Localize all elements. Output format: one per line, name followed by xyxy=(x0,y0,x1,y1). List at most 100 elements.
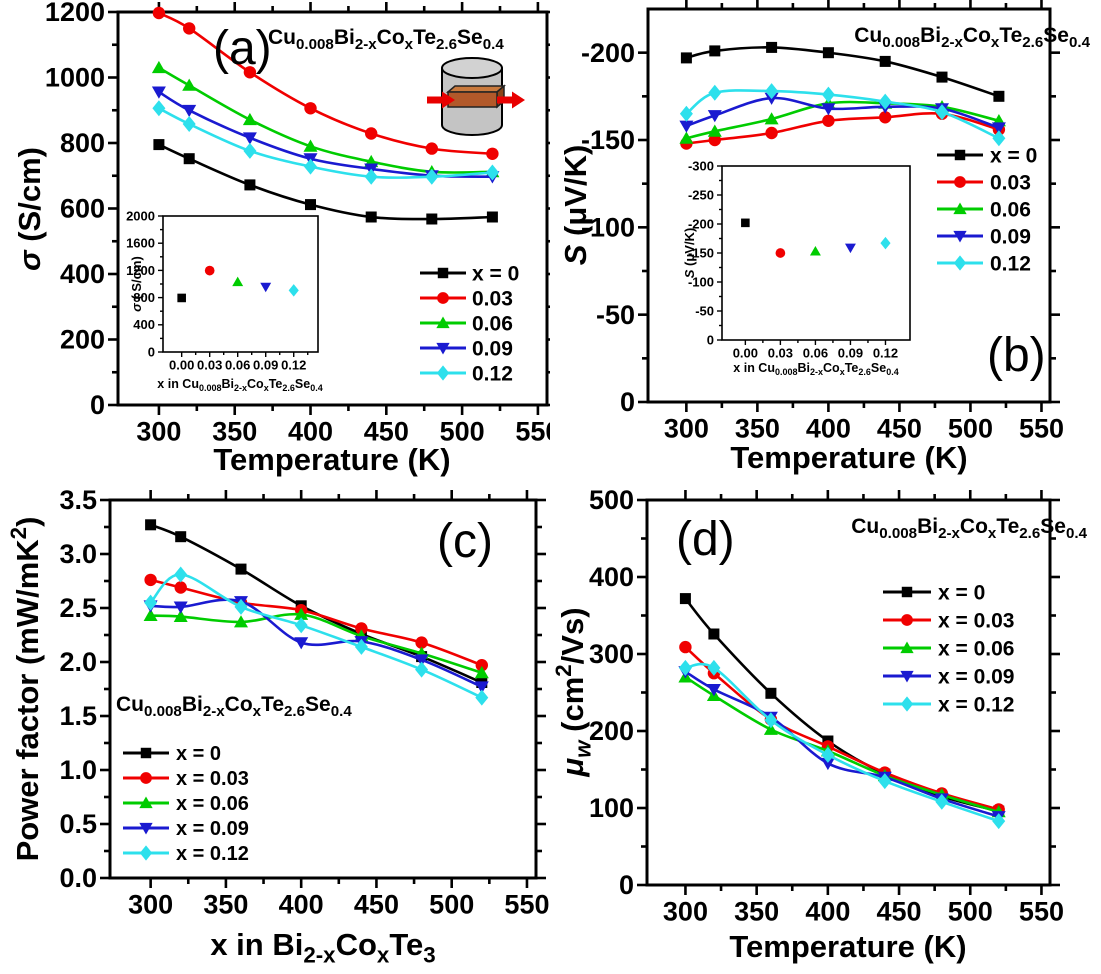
svg-text:300: 300 xyxy=(664,414,709,444)
svg-text:0: 0 xyxy=(619,870,634,900)
svg-text:300: 300 xyxy=(589,639,634,669)
svg-text:400: 400 xyxy=(279,890,324,920)
legend-entry-label: x = 0 xyxy=(938,581,985,604)
legend-entry-label: x = 0 xyxy=(176,743,221,765)
panel-d-mobility-chart: 300 350 400 450 500 550 0 100 200 300 400 500 Temper… xyxy=(550,485,1101,974)
svg-text:200: 200 xyxy=(60,325,105,355)
chemical-formula-title: Cu0.008Bi2-xCoxTe2.6Se0.4 xyxy=(268,26,504,53)
svg-text:0.5: 0.5 xyxy=(59,809,97,839)
svg-text:400: 400 xyxy=(288,417,333,447)
svg-text:0.09: 0.09 xyxy=(253,357,278,372)
svg-text:100: 100 xyxy=(589,793,634,823)
svg-text:0.12: 0.12 xyxy=(281,357,306,372)
svg-text:1200: 1200 xyxy=(45,0,105,27)
legend-entry-label: 0.12 xyxy=(990,252,1031,275)
svg-text:400: 400 xyxy=(589,562,634,592)
panel-letter: (d) xyxy=(676,513,735,566)
chemical-formula-title: Cu0.008Bi2-xCoxTe2.6Se0.4 xyxy=(851,515,1087,542)
d-chart-svg: 300 350 400 450 500 5500100200300400500Temper… xyxy=(551,485,1087,964)
svg-text:450: 450 xyxy=(877,897,922,927)
legend-entry-label: x = 0.03 xyxy=(938,609,1014,632)
svg-text:-300: -300 xyxy=(688,158,714,173)
svg-text:0.0: 0.0 xyxy=(59,863,97,893)
svg-text:-200: -200 xyxy=(688,216,714,231)
legend-entry-label: x = 0.12 xyxy=(938,693,1014,716)
panel-b-seebeck-coefficient-chart: 300 350 400 450 500 550 0 -50 -100 -150 -200 Temper… xyxy=(550,0,1101,487)
legend-entry-label: x = 0.12 xyxy=(176,843,249,865)
svg-text:3.5: 3.5 xyxy=(59,487,97,515)
svg-text:0.06: 0.06 xyxy=(803,345,828,360)
a-chart-svg: 300 350 400 450 500 550 0 200 400 600 800 1000 1200 T… xyxy=(12,0,560,477)
svg-text:0: 0 xyxy=(707,332,714,347)
legend-entry-label: 0.12 xyxy=(472,362,513,385)
svg-text:0.03: 0.03 xyxy=(197,357,222,372)
svg-text:200: 200 xyxy=(589,716,634,746)
svg-text:1600: 1600 xyxy=(126,236,155,251)
svg-text:0.00: 0.00 xyxy=(169,357,194,372)
svg-text:0.12: 0.12 xyxy=(873,345,898,360)
svg-text:400: 400 xyxy=(805,897,850,927)
inset-composition-chart: 0.00 0.03 0.06 0.09 0.12 0 400 800 1200 1600 2000 σ… xyxy=(126,208,323,393)
svg-text:400: 400 xyxy=(133,317,155,332)
legend-entry-label: x = 0.09 xyxy=(176,818,249,840)
svg-text:300: 300 xyxy=(663,897,708,927)
panel-c-power-factor-chart: 300 350 400 450 500 550 0.0 0.5 1.0 1.5 2.0 2.5 3.0 3… xyxy=(0,485,550,974)
panel-letter: (a) xyxy=(213,22,272,75)
svg-text:550: 550 xyxy=(515,417,550,447)
legend-entry-label: x = 0.03 xyxy=(176,768,249,790)
svg-text:2000: 2000 xyxy=(126,208,155,223)
legend-entry-label: x = 0 xyxy=(990,144,1037,167)
svg-text:500: 500 xyxy=(429,890,474,920)
legend: x = 0 x = 0.03 x = 0.06 x = 0.09 x = 0.12 xyxy=(123,743,249,865)
svg-text:3.0: 3.0 xyxy=(59,539,97,569)
chemical-formula-title: Cu0.008Bi2-xCoxTe2.6Se0.4 xyxy=(854,24,1090,51)
red-arrow-icon xyxy=(427,91,455,109)
data-series xyxy=(151,6,500,225)
x-axis-label: Temperature (K) xyxy=(729,929,966,964)
svg-text:500: 500 xyxy=(948,897,993,927)
panel-a-electrical-conductivity-chart: 300 350 400 450 500 550 0 200 400 600 800 1000 1200 T… xyxy=(0,0,560,487)
x-axis-label: x in Bi2-xCoxTe3 xyxy=(210,927,435,967)
c-chart-svg: 300 350 400 450 500 550 0.0 0.5 1.0 1.5 2.0 2.5 3.0 3… xyxy=(6,485,549,967)
legend-entry-label: x = 0.09 xyxy=(938,665,1014,688)
svg-text:600: 600 xyxy=(60,194,105,224)
svg-text:-250: -250 xyxy=(688,187,714,202)
svg-text:550: 550 xyxy=(1019,414,1064,444)
legend-entry-label: 0.09 xyxy=(990,225,1031,248)
svg-text:300: 300 xyxy=(136,417,181,447)
svg-text:-100: -100 xyxy=(581,213,635,243)
b-chart-svg: 300 350 400 450 500 550 0 -50 -100 -150 -200 Temper… xyxy=(558,0,1091,475)
series-line-x=0 xyxy=(158,143,493,221)
svg-text:σ ( S/cm): σ ( S/cm) xyxy=(129,256,144,312)
svg-text:500: 500 xyxy=(589,487,634,515)
svg-text:800: 800 xyxy=(60,128,105,158)
svg-text:S (μV/K): S (μV/K) xyxy=(682,228,697,279)
svg-text:450: 450 xyxy=(877,414,922,444)
svg-text:x in Cu0.008Bi2-xCoxTe2.6Se0.4: x in Cu0.008Bi2-xCoxTe2.6Se0.4 xyxy=(157,377,322,393)
legend-entry-label: 0.03 xyxy=(472,287,513,310)
svg-text:0: 0 xyxy=(148,344,155,359)
svg-text:-200: -200 xyxy=(581,38,635,68)
svg-text:300: 300 xyxy=(128,890,173,920)
svg-text:800: 800 xyxy=(133,290,155,305)
svg-text:0.09: 0.09 xyxy=(838,345,863,360)
data-series xyxy=(678,593,1006,830)
panel-letter: (b) xyxy=(987,329,1046,382)
x-axis-label: Temperature (K) xyxy=(213,442,450,477)
svg-text:x in Cu0.008Bi2-xCoxTe2.6Se0.4: x in Cu0.008Bi2-xCoxTe2.6Se0.4 xyxy=(733,361,898,377)
series-line-x=0 xyxy=(686,46,1000,98)
svg-text:1.0: 1.0 xyxy=(59,755,97,785)
inset-composition-chart: 0.00 0.03 0.06 0.09 0.12 0 -50 -100 -150 -200 -250… xyxy=(682,158,911,377)
svg-text:0: 0 xyxy=(620,387,635,417)
legend-entry-label: 0.06 xyxy=(472,312,513,335)
data-series xyxy=(143,519,489,706)
panel-letter: (c) xyxy=(437,515,493,568)
svg-text:550: 550 xyxy=(1019,897,1064,927)
red-arrow-icon xyxy=(497,91,525,109)
measurement-direction-schematic xyxy=(427,57,525,136)
legend-entry-label: 0.06 xyxy=(990,198,1031,221)
series-line-x=0.03 xyxy=(150,578,483,667)
svg-text:400: 400 xyxy=(806,414,851,444)
svg-text:1.5: 1.5 xyxy=(59,701,97,731)
